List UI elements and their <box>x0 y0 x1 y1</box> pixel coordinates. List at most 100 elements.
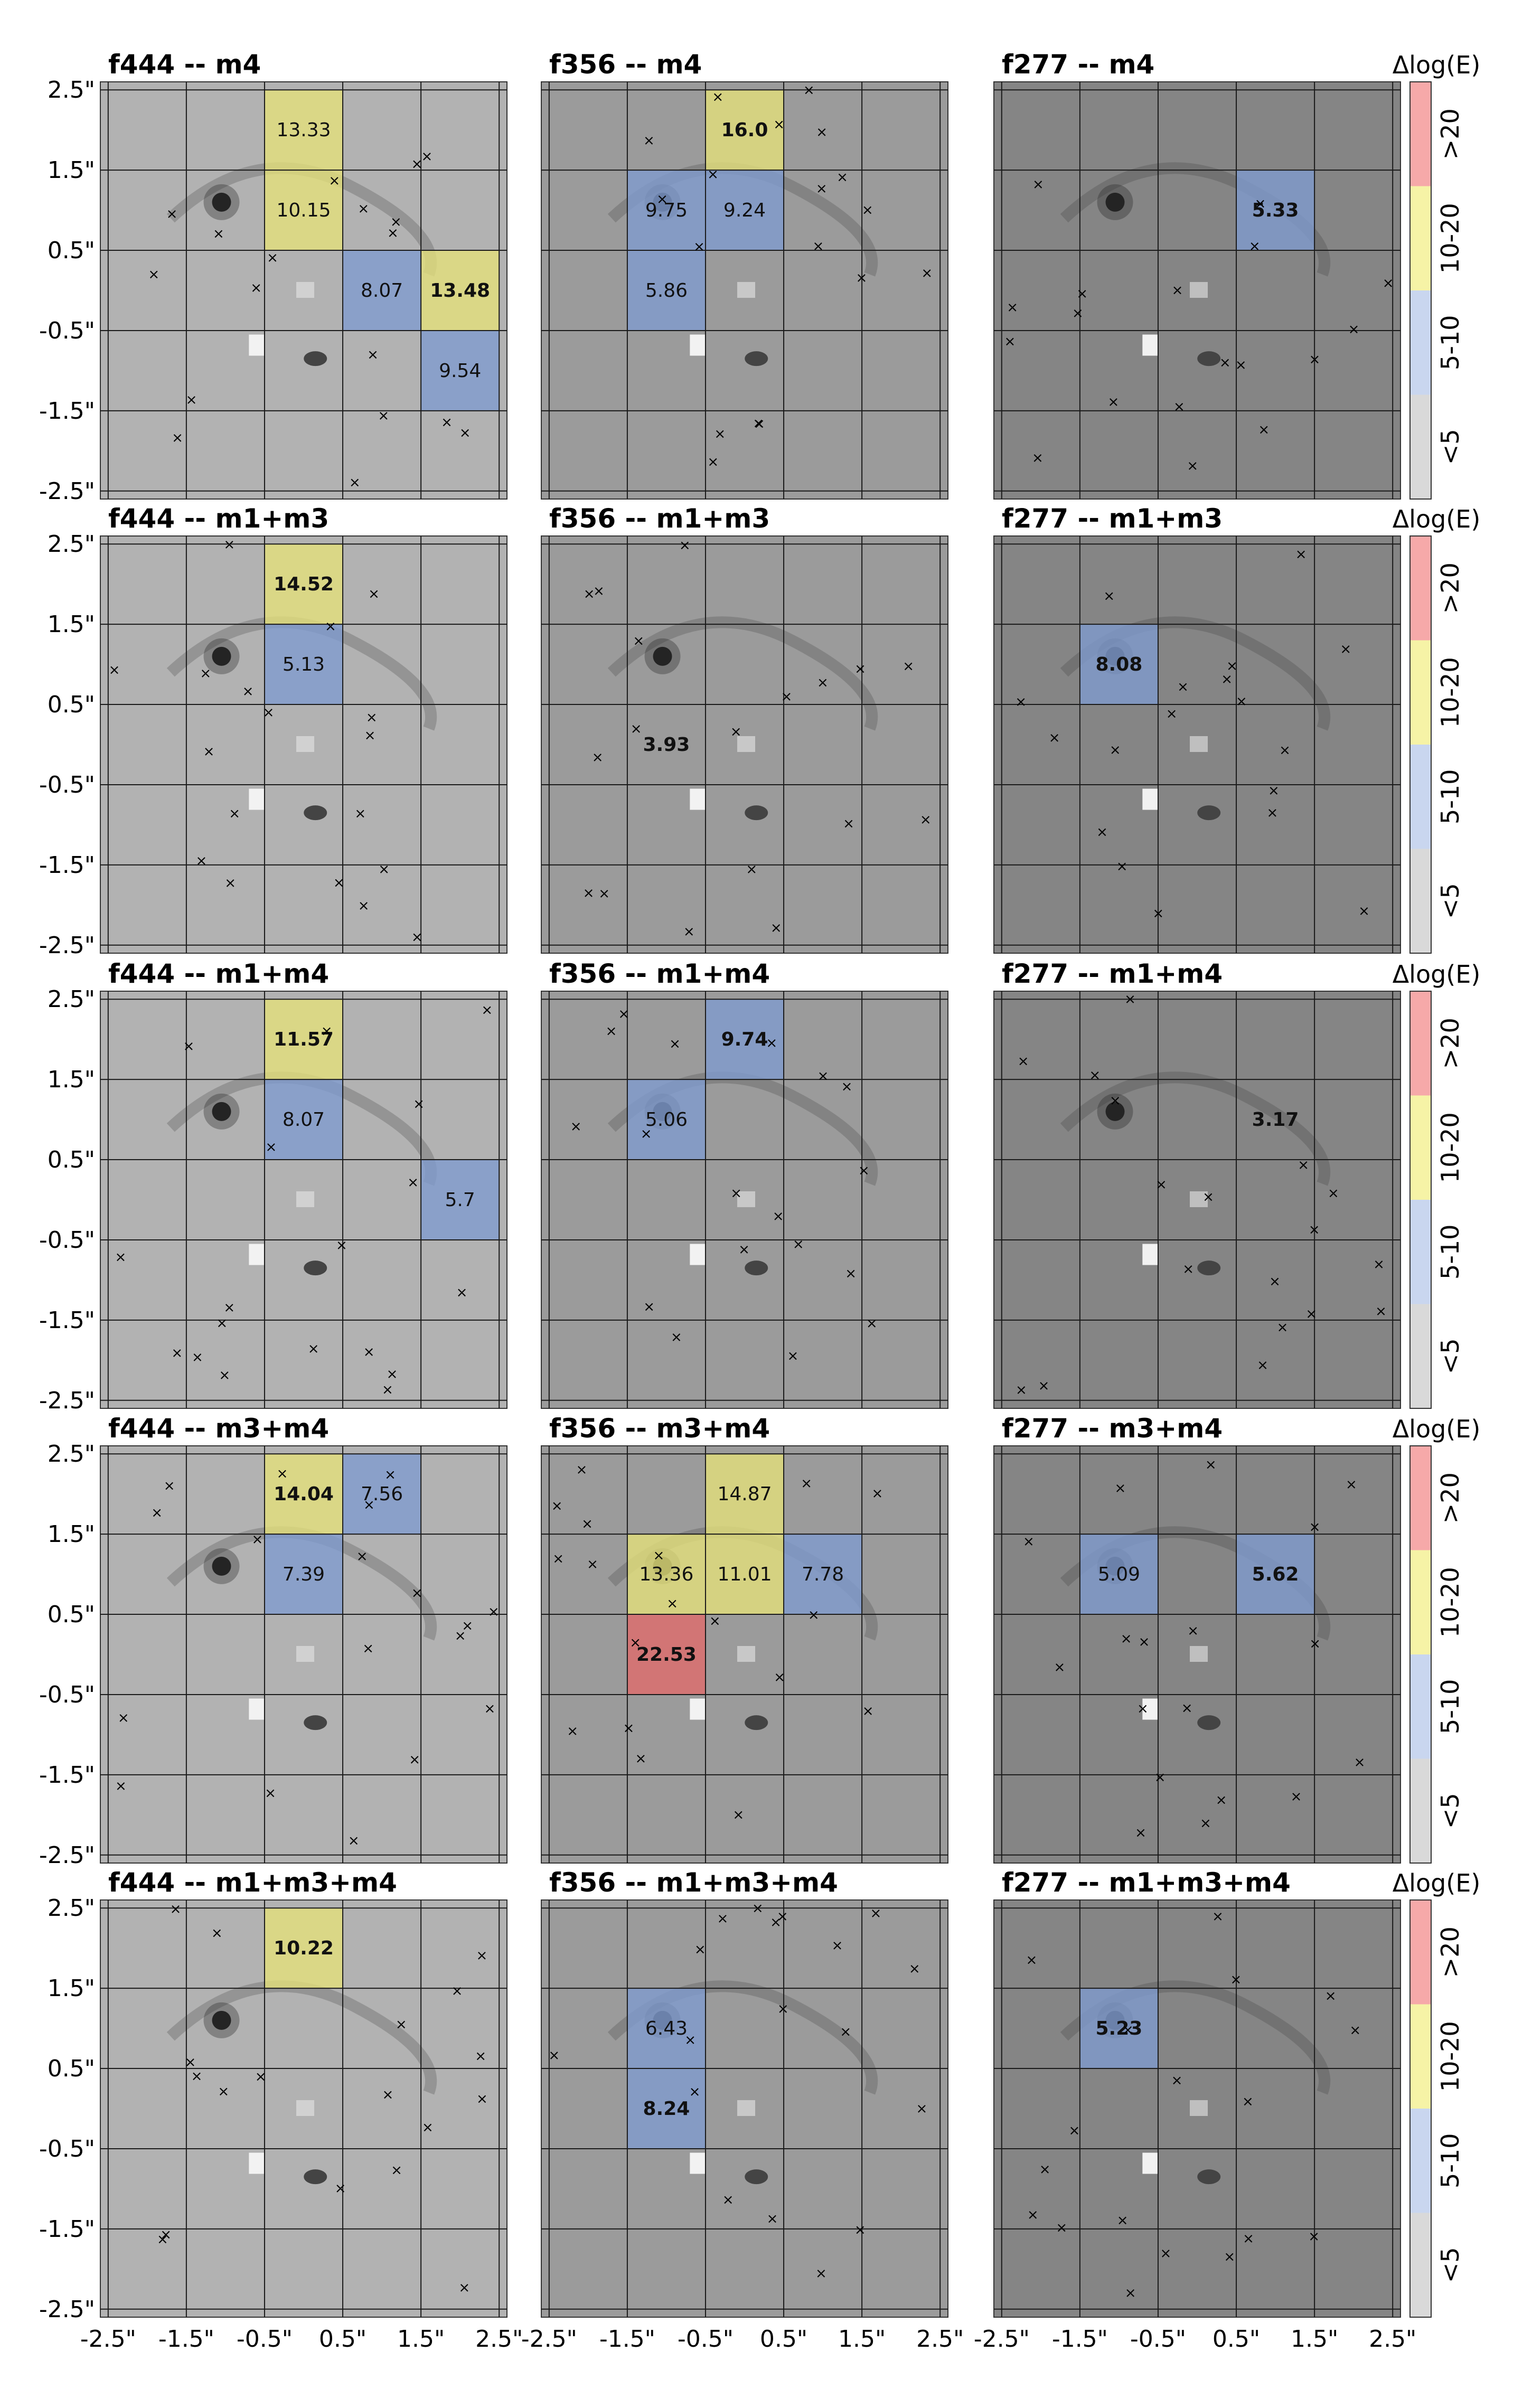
y-tick-label: -2.5" <box>39 2296 95 2323</box>
sample-marker: × <box>843 816 854 832</box>
x-tick-label: 1.5" <box>397 2326 445 2353</box>
sample-marker: × <box>186 392 198 408</box>
sample-marker: × <box>356 1548 368 1564</box>
colorbar-bin <box>1410 849 1431 953</box>
sample-marker: × <box>263 705 275 721</box>
sample-marker: × <box>854 2222 866 2238</box>
sample-marker: × <box>921 266 933 281</box>
sample-marker: × <box>552 1551 564 1567</box>
colorbar-bin <box>1410 1095 1431 1200</box>
colorbar-bin-label: >20 <box>1436 1018 1464 1069</box>
cell-value-2: 8.07 <box>361 280 403 302</box>
sample-marker: × <box>1125 2285 1136 2301</box>
lens-center <box>1190 736 1208 752</box>
sample-marker: × <box>118 1710 129 1726</box>
sample-marker: × <box>456 1285 468 1301</box>
sample-marker: × <box>387 1366 398 1382</box>
panel-title: f356 -- m1+m3+m4 <box>549 1867 838 1898</box>
cell-0 <box>705 1454 784 1535</box>
sample-marker: × <box>223 537 235 552</box>
colorbar-bin <box>1410 991 1431 1096</box>
lensed-image-b <box>745 1261 768 1276</box>
sample-marker: × <box>328 173 340 189</box>
sample-marker: × <box>1155 1177 1167 1193</box>
sample-marker: × <box>211 1925 223 1941</box>
cell-0 <box>1079 1988 1158 2069</box>
sample-marker: × <box>1325 1988 1337 2004</box>
sample-marker: × <box>1177 679 1189 695</box>
sample-marker: × <box>656 191 668 207</box>
sample-marker: × <box>567 1724 578 1739</box>
sample-marker: × <box>1032 176 1044 192</box>
sample-marker: × <box>1268 783 1280 798</box>
panel-4: 3.93××××××××××××××××××f356 -- m1+m3 <box>541 503 948 954</box>
colorbar-bin <box>1410 640 1431 745</box>
cell-value-0: 9.74 <box>721 1029 768 1050</box>
cell-value-0: 3.93 <box>643 734 690 756</box>
sample-marker: × <box>421 149 433 165</box>
sample-marker: × <box>606 1023 617 1039</box>
sample-marker: × <box>363 1497 375 1513</box>
sample-marker: × <box>862 202 873 218</box>
sample-marker: × <box>832 1938 843 1954</box>
sample-marker: × <box>1039 2161 1051 2177</box>
sample-marker: × <box>816 124 828 140</box>
sample-marker: × <box>250 280 262 296</box>
lens-center <box>737 282 755 298</box>
x-tick-label: -1.5" <box>1052 2326 1108 2353</box>
y-tick-label: 2.5" <box>48 1895 95 1922</box>
cell-value-1: 9.75 <box>645 200 688 221</box>
cell-1 <box>627 170 706 251</box>
sample-marker: × <box>1160 2246 1172 2262</box>
sample-marker: × <box>1072 306 1084 322</box>
sample-marker: × <box>368 586 380 602</box>
colorbars-layer: <5 5-10 10-20 >20 Δlog(E) <5 5-10 10-20 >20 Δlog(… <box>1393 51 1480 2318</box>
sample-marker: × <box>195 853 207 869</box>
lens-center <box>737 736 755 752</box>
lensed-image-b <box>1197 805 1221 821</box>
colorbar-frame <box>1409 81 1432 500</box>
sample-marker: × <box>367 347 379 363</box>
sample-marker: × <box>1308 2228 1320 2244</box>
colorbar-bin <box>1410 1200 1431 1304</box>
cell-2 <box>343 250 421 331</box>
y-tick-label: 1.5" <box>48 157 95 184</box>
lensed-image-b <box>304 1261 327 1276</box>
masked-pixels <box>249 1698 265 1720</box>
sample-marker: × <box>277 1466 288 1482</box>
sample-marker: × <box>1173 399 1185 415</box>
sample-marker: × <box>1154 1770 1166 1785</box>
lensed-image-b <box>745 2169 768 2185</box>
sample-marker: × <box>671 1330 682 1346</box>
masked-pixels <box>1142 334 1159 356</box>
sample-marker: × <box>1121 1631 1132 1647</box>
cell-value-0: 14.52 <box>274 573 334 595</box>
sample-marker: × <box>1026 1952 1037 1968</box>
sample-marker: × <box>390 214 402 230</box>
colorbar-bin-label: >20 <box>1436 1926 1464 1978</box>
sample-marker: × <box>185 2055 196 2071</box>
colorbar-bin-label: <5 <box>1436 2247 1464 2283</box>
lensed-image-b <box>304 1715 327 1730</box>
cell-value-1: 13.36 <box>639 1564 693 1585</box>
sample-marker: × <box>218 2084 229 2100</box>
sample-marker: × <box>484 1701 496 1717</box>
colorbar-bin-label: 5-10 <box>1436 2133 1464 2188</box>
panel-title: f444 -- m3+m4 <box>108 1413 329 1444</box>
sample-marker: × <box>870 1906 882 1922</box>
sample-marker: × <box>1096 824 1108 840</box>
sample-marker: × <box>265 1785 276 1801</box>
sample-marker: × <box>845 1266 857 1282</box>
sample-marker: × <box>349 475 361 491</box>
sample-marker: × <box>452 1983 463 1999</box>
cell-value-0: 10.22 <box>274 1937 334 1959</box>
sample-marker: × <box>841 1079 853 1095</box>
sample-marker: × <box>308 1341 319 1357</box>
x-tick-label: -0.5" <box>1130 2326 1186 2353</box>
sample-marker: × <box>172 430 183 446</box>
sample-marker: × <box>1049 730 1060 746</box>
sample-marker: × <box>1016 1382 1027 1398</box>
cell-1 <box>627 1079 706 1160</box>
x-tick-label: 0.5" <box>319 2326 366 2353</box>
sample-marker: × <box>551 1498 563 1514</box>
